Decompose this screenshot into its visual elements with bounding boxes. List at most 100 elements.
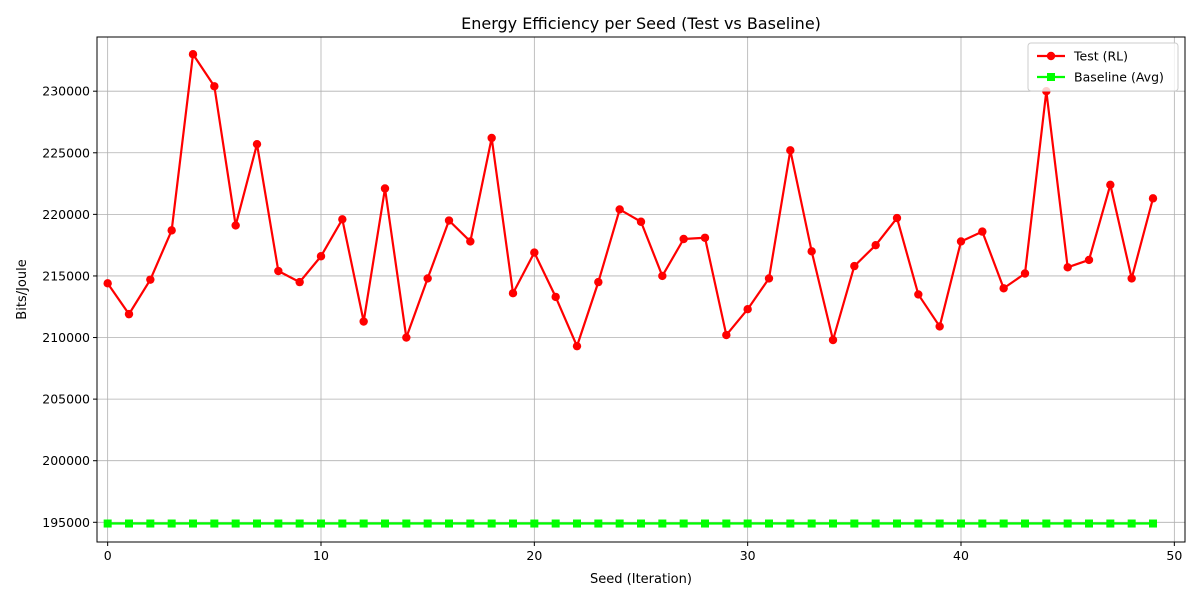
data-point-test-rl — [1148, 194, 1158, 203]
x-tick-label: 0 — [104, 548, 112, 563]
x-tick-label: 20 — [526, 548, 542, 563]
data-point-test-rl — [764, 274, 774, 283]
data-point-baseline-avg — [701, 519, 709, 528]
data-point-test-rl — [828, 335, 838, 345]
y-tick-label: 230000 — [42, 84, 90, 99]
x-tick-label: 50 — [1166, 548, 1182, 563]
data-point-baseline-avg — [466, 519, 475, 528]
data-point-baseline-avg — [871, 519, 880, 528]
data-point-baseline-avg — [189, 519, 197, 528]
data-point-test-rl — [615, 205, 624, 214]
data-point-test-rl — [999, 284, 1008, 293]
series-line-test-rl — [106, 53, 1155, 348]
data-point-test-rl — [786, 146, 795, 155]
data-point-test-rl — [359, 317, 368, 326]
y-tick-label: 205000 — [42, 392, 90, 407]
data-point-test-rl — [978, 227, 987, 236]
legend-marker-baseline-avg — [1047, 73, 1055, 81]
data-point-test-rl — [466, 237, 475, 246]
data-point-baseline-avg — [957, 519, 965, 528]
data-point-baseline-avg — [423, 519, 432, 528]
y-axis-label: Bits/Joule — [15, 259, 30, 319]
data-point-test-rl — [1084, 255, 1094, 265]
data-point-baseline-avg — [743, 519, 752, 528]
data-point-test-rl — [423, 274, 432, 283]
x-axis-label: Seed (Iteration) — [590, 572, 692, 587]
data-point-test-rl — [700, 233, 710, 242]
y-tick-label: 210000 — [42, 330, 90, 345]
data-point-baseline-avg — [978, 519, 987, 528]
data-point-test-rl — [956, 237, 966, 246]
data-point-baseline-avg — [167, 519, 176, 528]
y-tick-label: 215000 — [42, 268, 90, 283]
x-tick-label: 40 — [953, 548, 969, 563]
data-point-baseline-avg — [338, 519, 347, 528]
data-point-baseline-avg — [210, 519, 219, 528]
legend-marker-test-rl — [1046, 51, 1056, 61]
data-point-baseline-avg — [1085, 519, 1093, 528]
data-point-test-rl — [231, 221, 240, 230]
series-baseline-avg — [103, 519, 1157, 528]
data-point-test-rl — [871, 240, 880, 250]
data-point-test-rl — [914, 290, 923, 299]
data-point-baseline-avg — [573, 519, 581, 528]
data-point-test-rl — [252, 139, 262, 149]
data-point-baseline-avg — [509, 519, 517, 528]
data-point-baseline-avg — [1127, 519, 1136, 528]
x-tick-label: 10 — [313, 548, 329, 563]
y-tick-label: 225000 — [42, 145, 90, 160]
series-layer — [103, 50, 1158, 528]
data-point-baseline-avg — [1149, 519, 1157, 528]
data-point-baseline-avg — [999, 519, 1008, 528]
data-point-baseline-avg — [829, 519, 837, 528]
data-point-test-rl — [508, 288, 518, 298]
axis-ticks: 0 10 20 30 40 50 195000 200000 205000 210000 21500… — [42, 84, 1182, 563]
data-point-test-rl — [444, 216, 454, 225]
legend-label-baseline-avg: Baseline (Avg) — [1074, 70, 1164, 85]
data-point-baseline-avg — [295, 519, 304, 528]
data-point-test-rl — [530, 248, 539, 257]
data-point-baseline-avg — [679, 519, 688, 528]
data-point-baseline-avg — [1042, 519, 1051, 528]
data-point-test-rl — [167, 226, 176, 235]
data-point-test-rl — [146, 275, 155, 284]
data-point-test-rl — [188, 50, 198, 59]
data-point-test-rl — [274, 266, 283, 276]
grid-lines — [97, 37, 1185, 542]
plot-frame — [96, 36, 1186, 543]
data-point-test-rl — [380, 184, 390, 193]
data-point-test-rl — [572, 341, 582, 351]
data-point-baseline-avg — [594, 519, 603, 528]
data-point-baseline-avg — [1021, 519, 1029, 528]
data-point-baseline-avg — [402, 519, 411, 528]
y-tick-label: 195000 — [42, 515, 90, 530]
data-point-test-rl — [807, 247, 816, 256]
data-point-test-rl — [1063, 263, 1072, 272]
data-point-baseline-avg — [146, 519, 155, 528]
data-point-baseline-avg — [786, 519, 795, 528]
data-point-baseline-avg — [551, 519, 560, 528]
data-point-baseline-avg — [253, 519, 261, 528]
data-point-test-rl — [551, 292, 560, 302]
data-point-baseline-avg — [658, 519, 667, 528]
data-point-test-rl — [658, 271, 667, 281]
data-point-test-rl — [850, 261, 859, 271]
data-point-baseline-avg — [1063, 519, 1072, 528]
data-point-baseline-avg — [274, 519, 283, 528]
legend: Test (RL) Baseline (Avg) — [1027, 42, 1179, 92]
data-point-baseline-avg — [893, 519, 901, 528]
data-point-test-rl — [743, 305, 752, 314]
data-point-baseline-avg — [231, 519, 240, 528]
data-point-test-rl — [210, 82, 219, 91]
data-point-baseline-avg — [103, 519, 112, 528]
legend-box — [1027, 42, 1179, 92]
data-point-baseline-avg — [765, 519, 773, 528]
data-point-baseline-avg — [850, 519, 859, 528]
data-point-test-rl — [1020, 269, 1030, 278]
data-point-baseline-avg — [807, 519, 816, 528]
data-point-baseline-avg — [445, 519, 453, 528]
data-point-baseline-avg — [530, 519, 539, 528]
data-point-baseline-avg — [317, 519, 325, 528]
data-point-baseline-avg — [722, 519, 731, 528]
